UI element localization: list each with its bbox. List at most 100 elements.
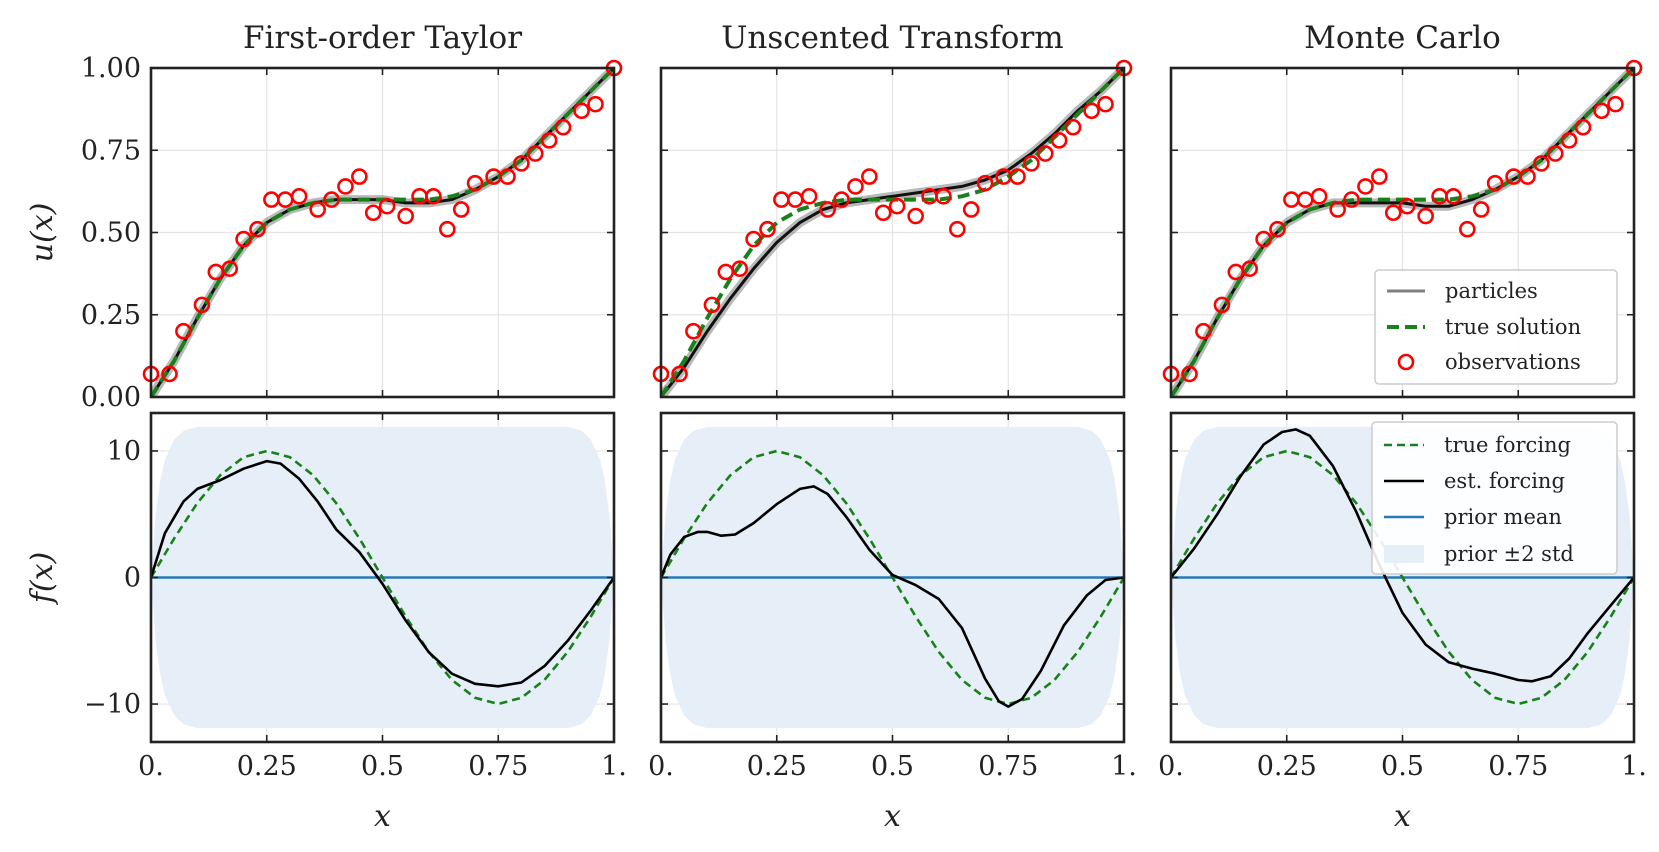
observation-point xyxy=(1310,188,1328,205)
observation-point xyxy=(249,220,266,238)
observation-point xyxy=(800,188,818,205)
legend-label: prior mean xyxy=(1444,505,1562,529)
observation-point xyxy=(397,207,414,225)
observation-point xyxy=(1384,204,1402,222)
panel-u-2: Unscented Transform xyxy=(652,20,1133,399)
observation-point xyxy=(175,322,192,340)
observation-point xyxy=(759,220,776,238)
legend-label: true forcing xyxy=(1444,433,1571,457)
observation-point xyxy=(907,207,924,225)
true-forcing-line xyxy=(151,449,614,706)
observation-point xyxy=(1343,191,1360,208)
observation-point xyxy=(1574,118,1592,136)
observation-point xyxy=(976,174,994,192)
plot-area xyxy=(151,426,614,729)
observation-point xyxy=(1329,201,1346,218)
observation-point xyxy=(861,168,878,185)
observation-point xyxy=(833,191,850,208)
observation-point xyxy=(1269,220,1286,238)
observation-point xyxy=(1445,188,1462,205)
y-tick-label: 0.00 xyxy=(81,382,141,413)
y-tick-label: 0 xyxy=(124,563,141,594)
x-tick-label: 0.75 xyxy=(978,751,1038,782)
observation-point xyxy=(309,201,326,218)
observation-point xyxy=(513,155,530,172)
observation-point xyxy=(1357,178,1374,195)
y-tick-label: 10 xyxy=(107,436,141,467)
observation-point xyxy=(540,132,558,149)
y-tick-label: 0.50 xyxy=(81,218,141,249)
observation-point xyxy=(1472,201,1490,218)
observation-point xyxy=(1486,174,1504,192)
legend-label: particles xyxy=(1445,279,1538,303)
observation-point xyxy=(587,95,604,113)
legend-swatch-observations xyxy=(1397,353,1415,371)
est-forcing-line xyxy=(1171,428,1634,683)
observation-point xyxy=(1050,132,1068,149)
est-forcing-line xyxy=(661,485,1124,708)
x-tick-label: 0.5 xyxy=(871,751,914,782)
observation-point xyxy=(685,322,702,340)
observation-point xyxy=(378,197,396,215)
observation-point xyxy=(745,230,762,248)
observation-point xyxy=(717,263,735,281)
observation-point xyxy=(323,191,340,208)
x-tick-label: 0.25 xyxy=(747,751,807,782)
legend-label: observations xyxy=(1445,350,1581,374)
panel-f-1: −10 0 10 f(x) 0. 0.25 0.5 0.75 1. x xyxy=(25,411,627,834)
observation-point xyxy=(888,197,906,215)
observation-point xyxy=(703,296,721,314)
y-tick-label: 0.25 xyxy=(81,300,141,331)
panel-title: First-order Taylor xyxy=(243,20,522,56)
x-tick-label: 0.5 xyxy=(1381,751,1424,782)
observation-point xyxy=(1546,145,1564,162)
observation-point xyxy=(786,191,804,208)
observation-point xyxy=(949,220,966,238)
y-tick-label: 0.75 xyxy=(81,135,141,166)
legend-label: est. forcing xyxy=(1444,469,1565,493)
x-tick-label: 1. xyxy=(601,751,627,782)
x-tick-label: 0.25 xyxy=(1257,751,1317,782)
observation-point xyxy=(554,118,572,136)
panel-f-3: 0. 0.25 0.5 0.75 1. x true forcing est. forcing… xyxy=(1158,411,1647,834)
observation-point xyxy=(1181,365,1198,383)
observation-point xyxy=(1533,155,1550,172)
observation-point xyxy=(819,201,836,218)
y-axis-label: u(x) xyxy=(25,203,60,263)
observation-point xyxy=(290,188,308,205)
observation-point xyxy=(499,168,516,185)
observation-point xyxy=(1296,191,1314,208)
legend-box xyxy=(1371,421,1618,575)
x-tick-label: 1. xyxy=(1621,751,1647,782)
panel-u-3: Monte Carlo particles true solution observa… xyxy=(1162,20,1643,399)
panel-u-1: First-order Taylor 0.00 0.25 0.50 0.75 1.00 u(… xyxy=(25,20,623,413)
y-tick-label: 1.00 xyxy=(81,53,141,84)
observation-point xyxy=(364,204,382,222)
observation-point xyxy=(847,178,864,195)
observation-point xyxy=(1459,220,1476,238)
observation-point xyxy=(1398,197,1416,215)
observation-point xyxy=(439,220,456,238)
legend-bottom: true forcing est. forcing prior mean prior … xyxy=(1371,421,1618,575)
observation-point xyxy=(1083,102,1100,120)
legend-box xyxy=(1374,269,1618,385)
particles-line xyxy=(661,68,1124,397)
observation-point xyxy=(466,174,484,192)
x-tick-label: 0. xyxy=(648,751,674,782)
observation-point xyxy=(1417,207,1434,225)
x-tick-label: 0.75 xyxy=(468,751,528,782)
legend-swatch-prior-band xyxy=(1384,545,1424,563)
legend-label: true solution xyxy=(1445,315,1581,339)
x-axis-label: x xyxy=(884,799,901,834)
observation-point xyxy=(1036,145,1054,162)
x-tick-label: 1. xyxy=(1111,751,1137,782)
observation-point xyxy=(874,204,892,222)
x-tick-label: 0.75 xyxy=(1488,751,1548,782)
y-axis-label: f(x) xyxy=(25,552,60,605)
observation-point xyxy=(452,201,470,218)
observation-point xyxy=(1064,118,1082,136)
observation-point xyxy=(1593,102,1610,120)
x-tick-label: 0.25 xyxy=(237,751,297,782)
legend-top: particles true solution observations xyxy=(1374,269,1618,385)
